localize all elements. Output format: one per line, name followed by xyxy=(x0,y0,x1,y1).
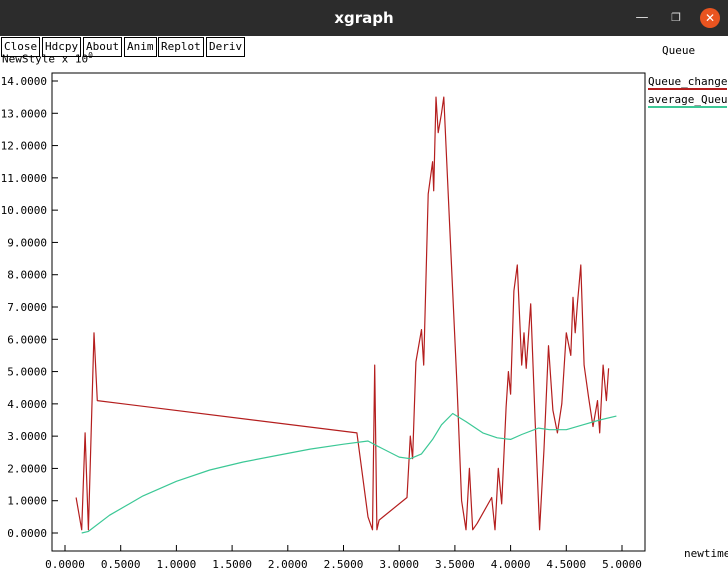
y-tick-label: 8.0000 xyxy=(7,269,47,282)
y-tick-label: 13.0000 xyxy=(1,107,47,120)
legend-label-queue-changed: Queue_changed xyxy=(648,75,728,88)
x-unit-label: newtime xyxy=(684,547,728,560)
x-tick-label: 4.5000 xyxy=(546,558,586,571)
y-axis: 0.0000 1.0000 2.0000 3.0000 4.0000 5.0000 6.00… xyxy=(1,75,58,540)
series-line-queue-changed xyxy=(75,96,610,531)
y-tick-label: 0.0000 xyxy=(7,527,47,540)
x-tick-label: 0.5000 xyxy=(101,558,141,571)
y-tick-label: 6.0000 xyxy=(7,333,47,346)
y-tick-label: 2.0000 xyxy=(7,462,47,475)
maximize-icon[interactable]: ❐ xyxy=(671,11,681,24)
y-tick-label: 5.0000 xyxy=(7,366,47,379)
y-scale-exponent: 0 xyxy=(88,51,93,60)
x-tick-label: 3.0000 xyxy=(379,558,419,571)
minimize-icon[interactable]: — xyxy=(635,10,649,25)
y-tick-label: 4.0000 xyxy=(7,398,47,411)
y-tick-label: 14.0000 xyxy=(1,75,47,88)
plot-title: Queue xyxy=(662,44,696,57)
hdcpy-button[interactable]: Hdcpy xyxy=(42,37,82,57)
series-line-average-queue xyxy=(81,412,617,534)
close-icon[interactable]: ✕ xyxy=(700,8,720,28)
y-tick-label: 7.0000 xyxy=(7,301,47,314)
anim-button[interactable]: Anim xyxy=(124,37,157,57)
window-title: xgraph xyxy=(334,9,394,27)
y-tick-label: 3.0000 xyxy=(7,430,47,443)
close-button[interactable]: Close xyxy=(1,37,41,57)
y-tick-label: 12.0000 xyxy=(1,140,47,153)
about-button[interactable]: About xyxy=(83,37,123,57)
x-tick-label: 3.5000 xyxy=(435,558,475,571)
legend: Queue_changed average_Queue xyxy=(648,75,728,108)
y-tick-label: 9.0000 xyxy=(7,236,47,249)
plot-frame xyxy=(51,72,646,552)
replot-button[interactable]: Replot xyxy=(158,37,204,57)
x-tick-label: 1.0000 xyxy=(157,558,197,571)
y-scale-label: NewStyle x 100 xyxy=(2,51,93,66)
y-scale-text: NewStyle x 10 xyxy=(2,52,89,66)
series-layer xyxy=(75,96,617,534)
deriv-button[interactable]: Deriv xyxy=(206,37,246,57)
x-tick-label: 2.5000 xyxy=(324,558,364,571)
y-tick-label: 10.0000 xyxy=(1,204,47,217)
x-axis: 0.0000 0.5000 1.0000 1.5000 2.0000 2.5000 3.00… xyxy=(45,545,642,571)
x-tick-label: 2.0000 xyxy=(268,558,308,571)
window-titlebar: xgraph — ❐ ✕ xyxy=(0,0,728,36)
x-tick-label: 0.0000 xyxy=(45,558,85,571)
legend-label-average-queue: average_Queue xyxy=(648,93,728,106)
x-tick-label: 4.0000 xyxy=(491,558,531,571)
x-tick-label: 1.5000 xyxy=(212,558,252,571)
y-tick-label: 11.0000 xyxy=(1,172,47,185)
x-tick-label: 5.0000 xyxy=(602,558,642,571)
y-tick-label: 1.0000 xyxy=(7,495,47,508)
